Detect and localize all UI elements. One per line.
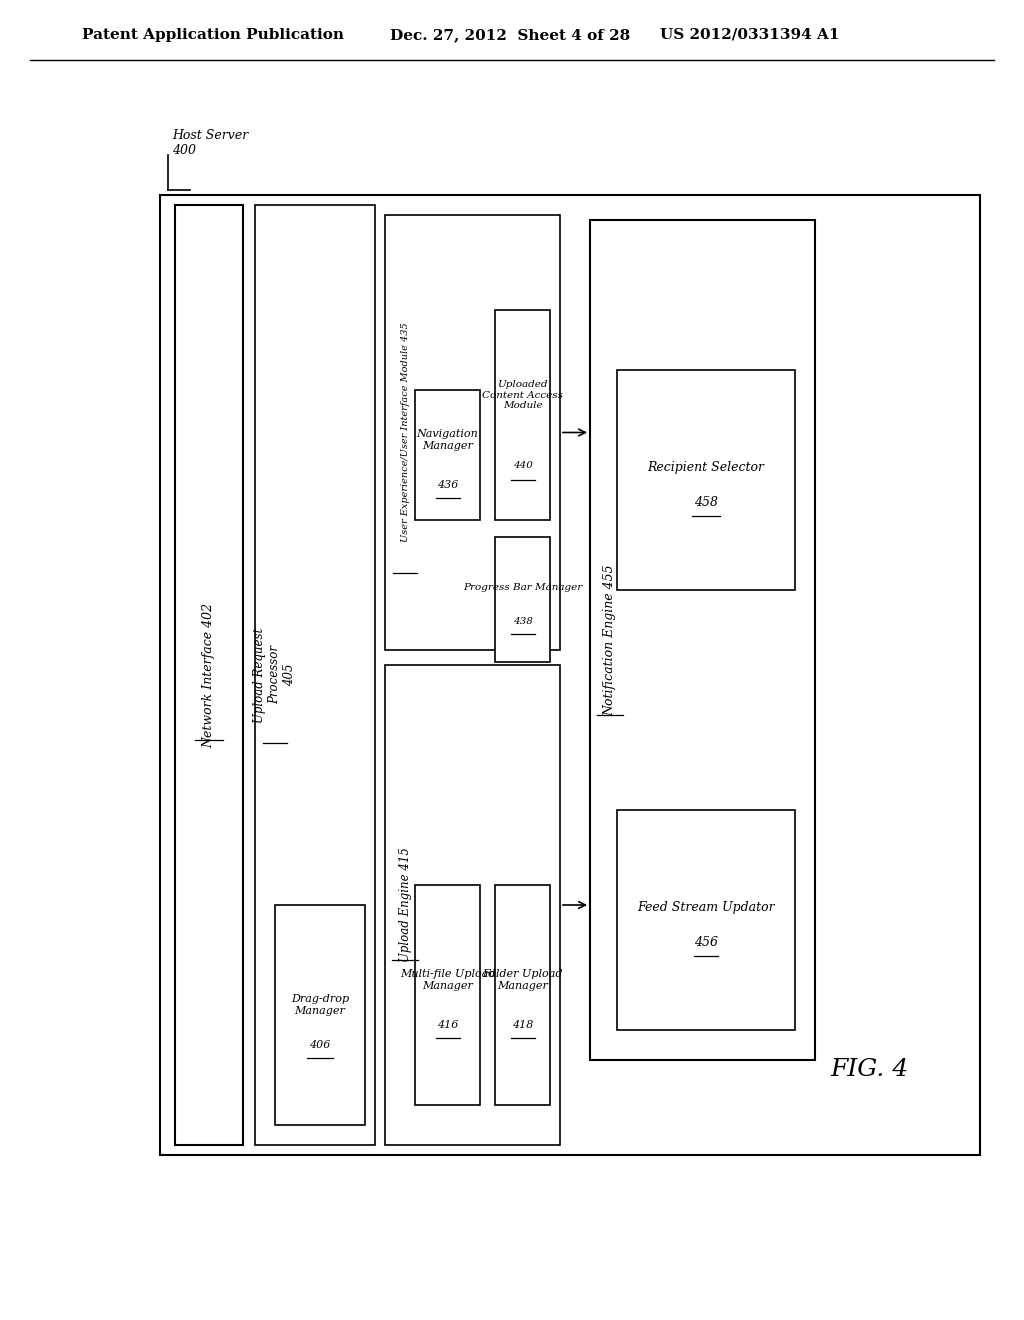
- Text: Recipient Selector: Recipient Selector: [647, 462, 765, 474]
- Text: 436: 436: [437, 480, 458, 490]
- Bar: [385, 215, 560, 649]
- Bar: [617, 810, 795, 1030]
- Bar: [175, 205, 243, 1144]
- Text: Progress Bar Manager: Progress Bar Manager: [463, 583, 582, 591]
- Bar: [415, 884, 480, 1105]
- Text: US 2012/0331394 A1: US 2012/0331394 A1: [660, 28, 840, 42]
- Bar: [385, 665, 560, 1144]
- Bar: [590, 220, 815, 1060]
- Text: Drag-drop
Manager: Drag-drop Manager: [291, 994, 349, 1016]
- Text: Notification Engine 455: Notification Engine 455: [603, 564, 616, 715]
- Text: Upload Request
Processor
405: Upload Request Processor 405: [254, 627, 297, 722]
- Text: FIG. 4: FIG. 4: [830, 1059, 909, 1081]
- Text: Multi-file Upload
Manager: Multi-file Upload Manager: [399, 969, 496, 991]
- Text: 440: 440: [513, 461, 532, 470]
- Text: Uploaded
Content Access
Module: Uploaded Content Access Module: [482, 380, 563, 411]
- Bar: [495, 310, 550, 520]
- Text: Patent Application Publication: Patent Application Publication: [82, 28, 344, 42]
- Bar: [275, 906, 365, 1125]
- Text: 400: 400: [172, 144, 196, 157]
- Text: 458: 458: [694, 495, 718, 508]
- Text: Navigation
Manager: Navigation Manager: [417, 429, 478, 451]
- Text: Upload Engine 415: Upload Engine 415: [398, 847, 412, 962]
- Text: 416: 416: [437, 1020, 458, 1030]
- Text: Network Interface 402: Network Interface 402: [203, 602, 215, 747]
- Text: Host Server: Host Server: [172, 129, 248, 143]
- Bar: [495, 884, 550, 1105]
- Text: User Experience/User Interface Module 435: User Experience/User Interface Module 43…: [400, 322, 410, 543]
- Bar: [495, 537, 550, 663]
- Text: 456: 456: [694, 936, 718, 949]
- Text: Folder Upload
Manager: Folder Upload Manager: [482, 969, 563, 991]
- Text: Dec. 27, 2012  Sheet 4 of 28: Dec. 27, 2012 Sheet 4 of 28: [390, 28, 630, 42]
- Text: 438: 438: [513, 616, 532, 626]
- Text: 418: 418: [512, 1020, 534, 1030]
- Bar: [255, 205, 375, 1144]
- Bar: [617, 370, 795, 590]
- Bar: [415, 389, 480, 520]
- Text: Feed Stream Updator: Feed Stream Updator: [637, 902, 775, 915]
- Text: 406: 406: [309, 1040, 331, 1049]
- Bar: [160, 195, 980, 1155]
